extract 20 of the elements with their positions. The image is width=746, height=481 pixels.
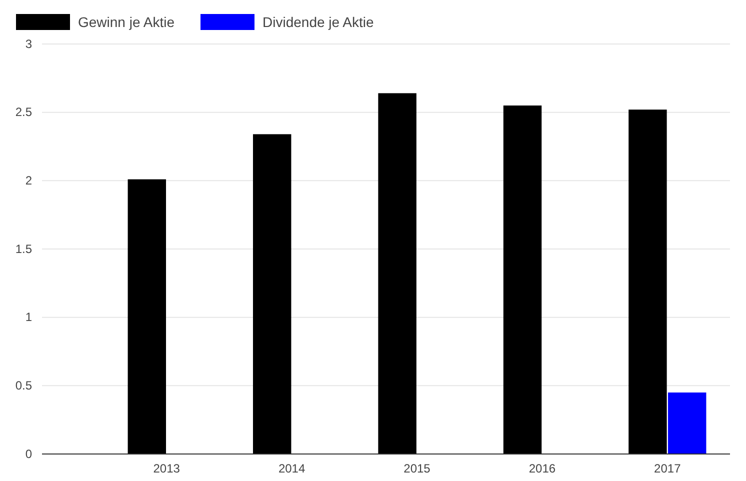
y-tick-label: 0.5 (15, 378, 32, 393)
bar (503, 106, 542, 454)
bar (128, 179, 166, 454)
bar (378, 93, 416, 454)
y-tick-label: 0 (25, 446, 32, 461)
bar (252, 134, 292, 454)
y-tick-label: 2 (25, 174, 32, 188)
bar (628, 110, 667, 454)
y-tick-label: 3 (25, 36, 32, 51)
legend-label: Dividende je Aktie (262, 14, 374, 30)
bar (668, 392, 706, 454)
x-tick-label: 2016 (528, 462, 556, 476)
legend-label: Gewinn je Aktie (78, 14, 175, 30)
y-tick-label: 1.5 (15, 242, 32, 256)
x-tick-label: 2017 (654, 462, 682, 476)
x-tick-label: 2015 (404, 462, 431, 476)
y-tick-label: 2.5 (15, 105, 32, 120)
x-tick-label: 2013 (153, 462, 180, 476)
y-tick-label: 1 (25, 310, 32, 324)
x-tick-label: 2014 (278, 462, 306, 476)
